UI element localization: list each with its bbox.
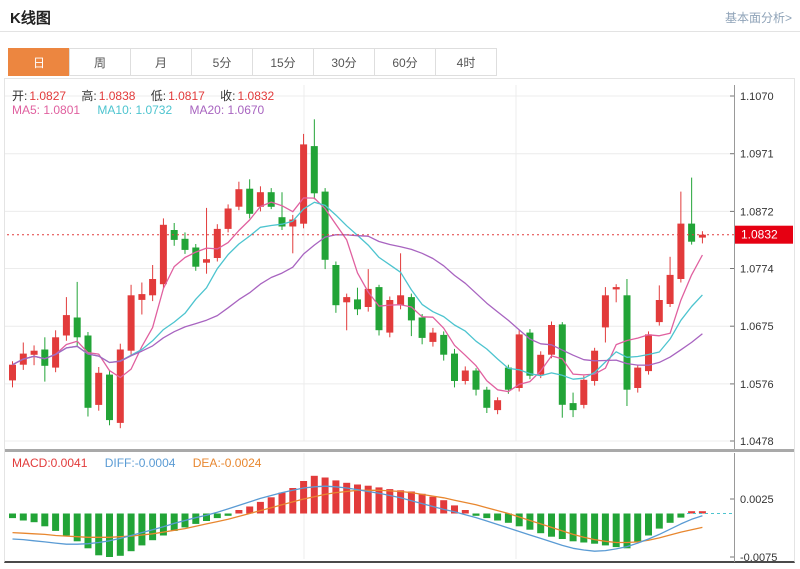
interval-tabbar: 日 周 月 5分 15分 30分 60分 4时: [8, 48, 497, 76]
low-value: 1.0817: [168, 89, 205, 103]
svg-text:1.0675: 1.0675: [740, 321, 774, 333]
ma-legend: MA5: 1.0801 MA10: 1.0732 MA20: 1.0670: [12, 103, 278, 117]
tab-15min[interactable]: 15分: [252, 48, 314, 76]
tab-week[interactable]: 周: [69, 48, 131, 76]
svg-text:1.0971: 1.0971: [740, 149, 774, 161]
svg-text:1.0832: 1.0832: [741, 228, 778, 242]
open-value: 1.0827: [29, 89, 67, 103]
ma10-legend: MA10: 1.0732: [97, 103, 173, 117]
low-label: 低:: [150, 89, 167, 103]
fundamental-analysis-link[interactable]: 基本面分析>: [724, 11, 792, 25]
candlestick-chart[interactable]: 1.1070 1.0971 1.0872 1.0774 1.0675 1.0576 1.04…: [5, 79, 794, 449]
ohlc-legend: 开: 1.0827 高: 1.0838 低: 1.0817 收: 1.0832: [12, 87, 286, 104]
svg-text:0.0025: 0.0025: [740, 494, 774, 506]
tab-30min[interactable]: 30分: [313, 48, 375, 76]
diff-value: DIFF:-0.0004: [104, 456, 176, 470]
tab-4hour[interactable]: 4时: [435, 48, 497, 76]
high-value: 1.0838: [98, 89, 136, 103]
ma5-legend: MA5: 1.0801: [12, 103, 81, 117]
tab-5min[interactable]: 5分: [191, 48, 253, 76]
macd-value: MACD:0.0041: [12, 456, 88, 470]
close-label: 收:: [220, 89, 236, 103]
close-value: 1.0832: [237, 89, 275, 103]
pane-divider: [5, 449, 794, 452]
macd-chart[interactable]: 0.0025 -0.0075: [5, 453, 794, 562]
title-divider: [0, 31, 800, 32]
svg-text:1.1070: 1.1070: [740, 91, 774, 103]
tab-month[interactable]: 月: [130, 48, 192, 76]
svg-text:1.0478: 1.0478: [740, 436, 774, 448]
page-title: K线图: [10, 10, 51, 27]
ma20-legend: MA20: 1.0670: [189, 103, 265, 117]
chart-panel: 1.1070 1.0971 1.0872 1.0774 1.0675 1.0576 1.04…: [4, 78, 795, 563]
svg-text:-0.0075: -0.0075: [740, 552, 777, 562]
dea-value: DEA:-0.0024: [192, 456, 262, 470]
svg-text:1.0576: 1.0576: [740, 379, 774, 391]
open-label: 开:: [12, 89, 28, 103]
tab-60min[interactable]: 60分: [374, 48, 436, 76]
svg-text:1.0872: 1.0872: [740, 206, 774, 218]
tab-day[interactable]: 日: [8, 48, 70, 76]
svg-text:1.0774: 1.0774: [740, 264, 774, 276]
high-label: 高:: [81, 89, 97, 103]
macd-legend: MACD:0.0041 DIFF:-0.0004 DEA:-0.0024: [12, 456, 275, 470]
